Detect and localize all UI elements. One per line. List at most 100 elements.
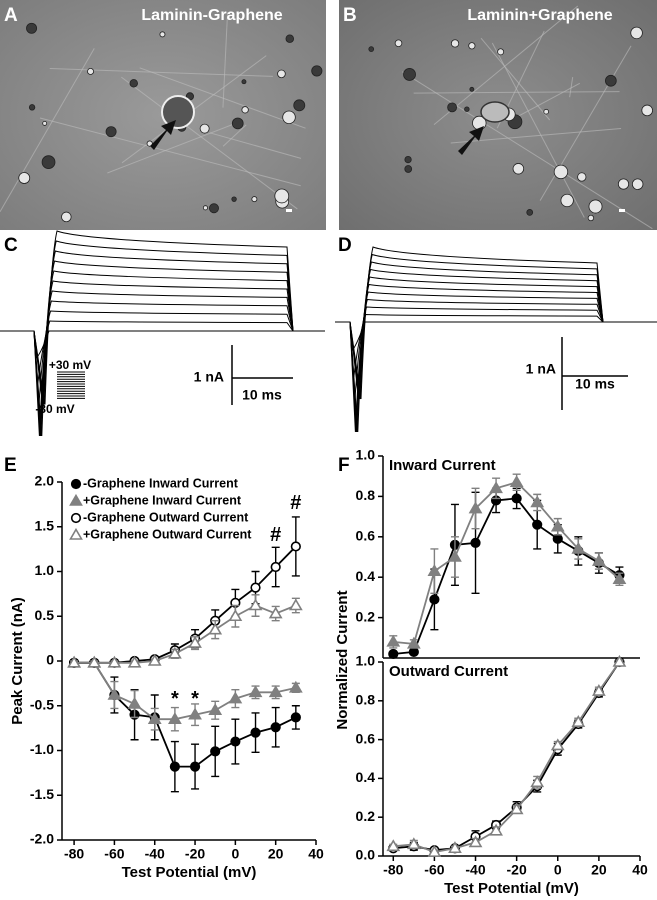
trace [335,268,657,400]
y-tick-label: 0.8 [356,692,376,708]
marker [448,549,462,562]
cell [497,48,505,56]
trace [335,246,657,400]
cell [404,165,413,173]
series-line [74,661,297,768]
neurite [401,71,653,230]
chart-title: Outward Current [389,663,508,680]
annotation: # [290,492,301,514]
cell [42,120,48,126]
marker [509,802,524,815]
marker [591,553,606,566]
trace [0,240,325,405]
traces-d [335,246,657,433]
neurite [222,12,229,108]
marker [429,594,440,605]
cells-b [368,5,653,230]
cell [553,164,569,180]
marker [468,501,483,514]
trace [0,230,325,405]
cell [87,67,94,75]
marker [270,722,281,733]
marker [230,736,241,747]
marker [550,738,565,751]
neurite [121,76,298,210]
cell [274,188,290,204]
y-axis-label: Normalized Current [334,590,351,729]
cell [577,172,587,182]
marker [427,845,442,857]
neuron [161,95,195,129]
neurite [139,67,306,129]
x-tick-label: -80 [64,846,84,862]
x-tick-label: -60 [104,846,124,862]
trace [335,261,657,400]
trace [335,306,657,405]
trace [0,330,325,359]
marker [67,655,81,668]
neuron [480,101,510,123]
marker [571,541,586,554]
marker [169,761,180,772]
x-tick-label: 40 [632,862,648,878]
cell [450,39,460,48]
charts: -2.0 -1.5 -1.0 -0.5 0 0.5 1.0 1.5 2.0 -80 -60 -40 -2… [4,447,648,897]
trace [0,260,325,405]
panel-title: Laminin-Graphene [141,7,282,24]
panel-label: A [4,5,18,26]
legend-label: -Graphene Outward Current [83,510,249,524]
protocol-label: -80 mV [35,402,74,416]
cell [277,69,286,79]
panel-label: E [4,455,17,476]
panel-title: Laminin+Graphene [467,7,612,24]
cell [469,86,475,92]
cell [61,211,72,223]
cell [630,26,643,40]
marker [87,655,102,668]
neurite [433,5,579,125]
marker [288,680,303,693]
cell [231,117,244,130]
neurite [569,76,574,98]
cell [526,209,534,216]
cell [231,196,237,202]
legend-marker [69,493,83,506]
cell [241,106,249,114]
scale-label: 1 nA [194,369,224,385]
cell [543,108,549,115]
marker [228,691,243,704]
x-tick-label: -60 [424,862,444,878]
arrow-a [150,120,176,150]
cell [588,199,603,214]
panel-label: D [338,235,352,256]
trace [335,283,657,433]
annotation: # [270,524,281,546]
marker [552,533,563,544]
marker [189,761,201,772]
marker [210,746,221,757]
series-line [74,545,297,664]
cells-a [0,12,323,223]
legend-label: +Graphene Inward Current [83,493,242,507]
cell [41,155,56,169]
marker [408,646,419,658]
marker [127,696,142,709]
x-tick-label: 0 [231,846,239,862]
scale-bar-b [619,209,625,212]
x-tick-label: -20 [185,846,205,862]
legend-label: -Graphene Inward Current [83,476,239,490]
cell [641,104,653,117]
cell [208,203,219,214]
cell [28,104,36,111]
x-tick-label: -20 [507,862,527,878]
marker [268,685,283,698]
cell [293,99,306,112]
marker [489,823,503,836]
y-tick-label: 0.8 [356,487,376,503]
cell [631,178,644,190]
y-tick-label: 1.0 [356,653,376,669]
marker [248,685,263,698]
cell [617,178,630,190]
